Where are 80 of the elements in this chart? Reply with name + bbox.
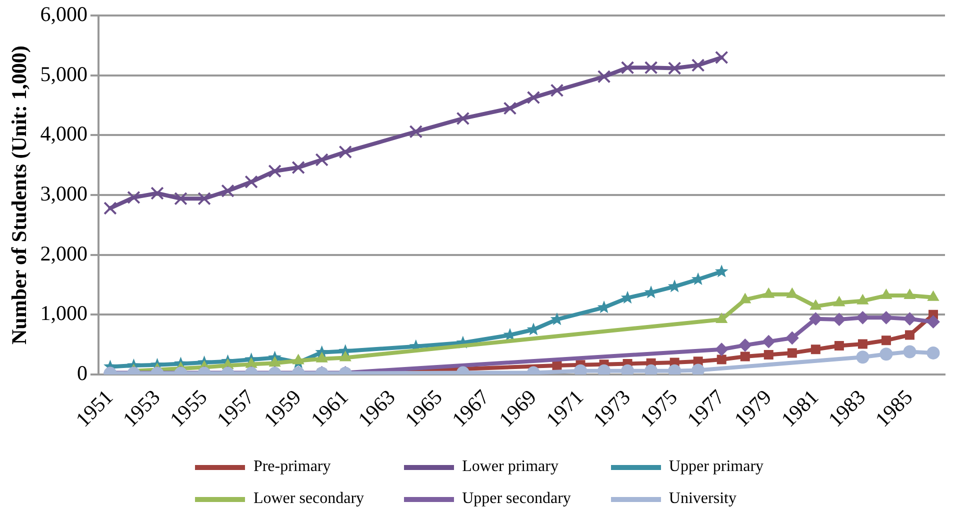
y-tick-label: 3,000: [40, 182, 88, 206]
point: [880, 311, 893, 324]
point: [762, 288, 774, 298]
point: [786, 288, 798, 298]
point: [526, 90, 540, 104]
legend-label: Lower primary: [462, 458, 558, 476]
point: [244, 175, 258, 189]
point: [714, 50, 728, 64]
point: [857, 294, 868, 304]
point: [315, 153, 328, 166]
legend-label: Pre-primary: [253, 458, 331, 476]
point: [880, 348, 893, 361]
point: [786, 331, 799, 344]
point: [834, 341, 844, 351]
point: [903, 312, 916, 326]
point: [858, 339, 868, 349]
y-axis-title: Number of Students (Unit: 1,000): [7, 46, 32, 344]
point: [198, 192, 211, 206]
point: [150, 186, 164, 200]
point: [340, 351, 352, 362]
point: [810, 300, 822, 310]
point: [620, 60, 634, 74]
x-tick-label: 1981: [776, 384, 824, 432]
point: [903, 345, 916, 358]
point: [856, 350, 870, 364]
point: [644, 60, 658, 74]
y-tick-label: 1,000: [40, 301, 88, 326]
point: [809, 312, 822, 326]
point: [739, 293, 751, 304]
point: [880, 289, 892, 300]
x-tick-label: 1961: [306, 384, 353, 432]
point: [740, 352, 750, 362]
legend-label: University: [668, 490, 736, 508]
point: [833, 296, 845, 306]
x-tick-label: 1971: [541, 384, 588, 432]
point: [764, 350, 774, 360]
y-tick-label: 5,000: [40, 62, 88, 86]
point: [716, 312, 728, 323]
point: [762, 335, 776, 348]
y-tick-label: 6,000: [40, 2, 88, 26]
point: [550, 84, 564, 98]
y-tick-label: 2,000: [40, 241, 88, 266]
point: [691, 58, 705, 72]
x-tick-label: 1951: [70, 384, 118, 432]
point: [409, 124, 423, 138]
point: [716, 354, 726, 364]
point: [810, 344, 820, 354]
point: [456, 112, 470, 126]
point: [926, 346, 940, 360]
point: [832, 312, 846, 326]
point: [269, 356, 281, 367]
point: [127, 190, 140, 204]
point: [787, 348, 797, 358]
point: [738, 338, 752, 352]
point: [268, 164, 282, 178]
point: [856, 311, 870, 324]
point: [292, 160, 305, 174]
point: [316, 352, 328, 362]
point: [174, 192, 188, 206]
y-tick-label: 4,000: [40, 122, 88, 146]
point: [597, 70, 611, 84]
point: [926, 315, 940, 328]
legend-label: Upper primary: [668, 458, 764, 476]
point: [714, 264, 728, 278]
point: [904, 330, 914, 340]
point: [503, 102, 517, 115]
point: [246, 358, 257, 368]
point: [104, 202, 117, 215]
point: [338, 145, 352, 159]
point: [692, 364, 705, 374]
point: [292, 354, 304, 364]
point: [904, 289, 916, 300]
point: [668, 62, 682, 75]
point: [221, 184, 234, 198]
legend-label: Lower secondary: [253, 490, 364, 508]
y-tick-label: 0: [76, 361, 88, 385]
point: [715, 342, 728, 356]
point: [928, 290, 939, 301]
point: [881, 336, 891, 346]
legend-label: Upper secondary: [462, 490, 571, 508]
